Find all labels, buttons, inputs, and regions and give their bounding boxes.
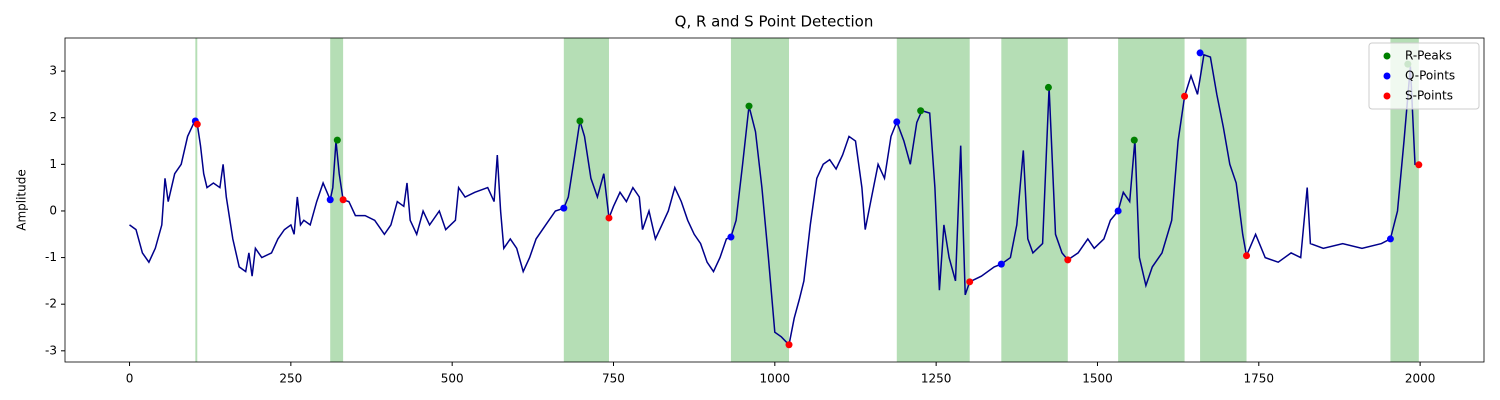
plot-frame xyxy=(64,37,1485,363)
point-marker xyxy=(917,107,925,115)
y-tick-label: -3 xyxy=(45,343,57,357)
point-marker xyxy=(727,233,735,241)
highlight-span xyxy=(896,38,970,362)
legend-marker xyxy=(1383,92,1391,100)
point-marker xyxy=(605,214,613,222)
highlight-span xyxy=(195,38,198,362)
point-marker xyxy=(893,118,901,126)
point-marker xyxy=(339,196,347,204)
x-tick-label: 2000 xyxy=(1405,372,1436,386)
legend-box xyxy=(1368,42,1480,110)
x-tick-label: 1000 xyxy=(760,372,791,386)
point-marker xyxy=(1386,235,1394,243)
point-marker xyxy=(997,260,1005,268)
x-tick-label: 1500 xyxy=(1082,372,1113,386)
point-marker xyxy=(1415,161,1423,169)
point-marker xyxy=(1243,252,1251,260)
signal-line xyxy=(129,53,1419,347)
point-marker xyxy=(966,278,974,286)
point-marker xyxy=(193,120,201,128)
point-marker xyxy=(1196,49,1204,57)
y-tick-label: 2 xyxy=(49,110,57,124)
legend-label: R-Peaks xyxy=(1405,49,1452,63)
x-tick-label: 0 xyxy=(126,372,134,386)
point-marker xyxy=(560,204,568,212)
x-tick-label: 250 xyxy=(279,372,302,386)
y-tick-label: -2 xyxy=(45,297,57,311)
point-marker xyxy=(1130,136,1138,144)
highlight-span xyxy=(1001,38,1068,362)
legend-marker xyxy=(1383,72,1391,80)
point-marker xyxy=(326,196,334,204)
legend: R-Peaks Q-Points S-Points xyxy=(1368,42,1480,110)
point-marker xyxy=(1044,83,1052,91)
y-tick-label: -1 xyxy=(45,250,57,264)
point-marker xyxy=(785,341,793,349)
y-tick-label: 1 xyxy=(49,157,57,171)
legend-label: Q-Points xyxy=(1405,69,1455,83)
x-tick-label: 500 xyxy=(441,372,464,386)
x-tick-label: 750 xyxy=(602,372,625,386)
point-marker xyxy=(576,117,584,125)
highlight-span xyxy=(563,38,609,362)
y-axis-label: Amplitude xyxy=(15,169,29,231)
highlight-span xyxy=(1200,38,1247,362)
point-marker xyxy=(1181,92,1189,100)
point-marker xyxy=(333,136,341,144)
y-tick-label: 0 xyxy=(49,203,57,217)
x-tick-label: 1750 xyxy=(1244,372,1275,386)
x-tick-label: 1250 xyxy=(921,372,952,386)
point-marker xyxy=(1064,256,1072,264)
legend-marker xyxy=(1383,52,1391,60)
y-tick-label: 3 xyxy=(49,64,57,78)
chart-title: Q, R and S Point Detection xyxy=(675,13,874,31)
legend-label: S-Points xyxy=(1405,89,1453,103)
highlight-span xyxy=(730,38,790,362)
point-marker xyxy=(1114,207,1122,215)
highlight-span xyxy=(330,38,344,362)
point-marker xyxy=(745,102,753,110)
